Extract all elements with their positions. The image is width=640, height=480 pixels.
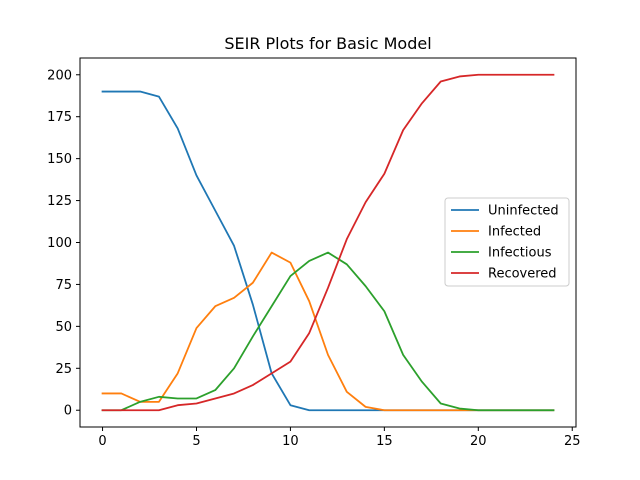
legend-label: Recovered (488, 267, 557, 282)
x-axis: 0 5 10 15 20 25 (98, 427, 581, 449)
x-tick-label: 5 (192, 434, 200, 449)
x-tick-label: 0 (98, 434, 106, 449)
y-tick-label: 25 (55, 362, 72, 377)
series-line-recovered (101, 73, 555, 412)
y-tick-label: 75 (55, 278, 72, 293)
x-tick-label: 25 (564, 434, 581, 449)
y-tick-label: 200 (47, 68, 72, 83)
legend-label: Infected (488, 225, 541, 240)
legend-label: Uninfected (488, 204, 559, 219)
series-line-infectious (101, 251, 555, 412)
plot-area (101, 73, 555, 412)
y-tick-label: 50 (55, 320, 72, 335)
y-tick-label: 125 (47, 194, 72, 209)
x-tick-label: 15 (376, 434, 393, 449)
x-tick-label: 10 (282, 434, 299, 449)
y-tick-label: 175 (47, 110, 72, 125)
legend-box (444, 197, 570, 287)
chart-title: SEIR Plots for Basic Model (224, 34, 431, 53)
legend-label: Infectious (488, 246, 552, 261)
y-tick-label: 100 (47, 236, 72, 251)
x-tick-label: 20 (470, 434, 487, 449)
y-tick-label: 150 (47, 152, 72, 167)
legend: Uninfected Infected Infectious Recovered (444, 197, 570, 287)
y-tick-label: 0 (64, 404, 72, 419)
y-axis: 0 25 50 75 100 125 150 175 200 (47, 68, 80, 419)
